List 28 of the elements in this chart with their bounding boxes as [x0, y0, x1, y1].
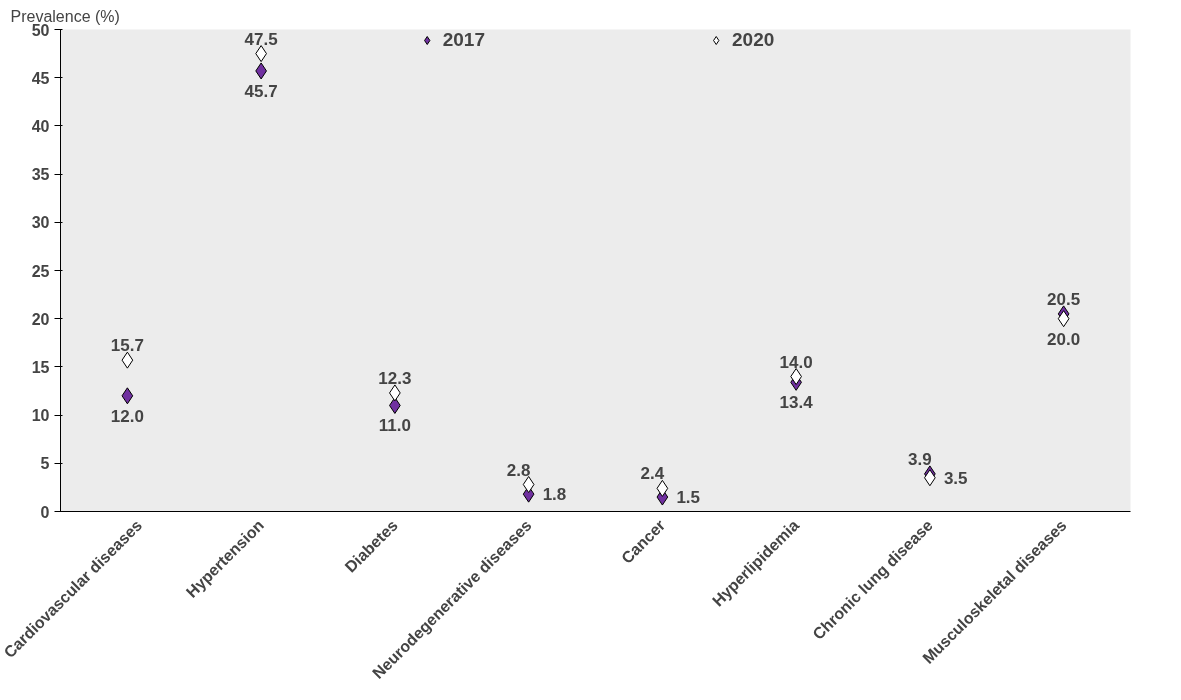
y-tick-label: 25	[31, 262, 50, 280]
y-tick-label: 35	[31, 166, 50, 184]
data-label: 11.0	[378, 416, 411, 436]
y-tick-label: 40	[31, 117, 50, 135]
data-label: 3.9	[908, 449, 932, 469]
y-tick-label: 0	[40, 503, 50, 521]
y-tick-label: 45	[31, 69, 50, 87]
data-label: 1.8	[542, 485, 567, 505]
y-tick-label: 15	[31, 358, 50, 376]
y-tick-label: 20	[31, 310, 50, 328]
data-label: 20.0	[1047, 329, 1081, 349]
y-tick-label: 10	[31, 407, 50, 425]
data-label: 1.5	[676, 488, 701, 508]
data-label: 15.7	[110, 336, 144, 356]
data-label: 13.4	[779, 393, 814, 413]
y-tick-label: 30	[31, 214, 50, 232]
data-label: 2.4	[640, 464, 665, 484]
legend-label: 2017	[442, 29, 485, 51]
data-label: 3.5	[943, 468, 968, 488]
y-tick-label: 5	[40, 455, 50, 473]
data-label: 12.0	[110, 406, 144, 426]
data-label: 20.5	[1047, 289, 1081, 309]
data-label: 14.0	[779, 352, 813, 372]
legend-label: 2020	[732, 29, 775, 51]
data-label: 45.7	[244, 81, 278, 101]
data-label: 47.5	[244, 29, 278, 49]
data-label: 12.3	[378, 368, 412, 388]
data-label: 2.8	[506, 460, 531, 480]
